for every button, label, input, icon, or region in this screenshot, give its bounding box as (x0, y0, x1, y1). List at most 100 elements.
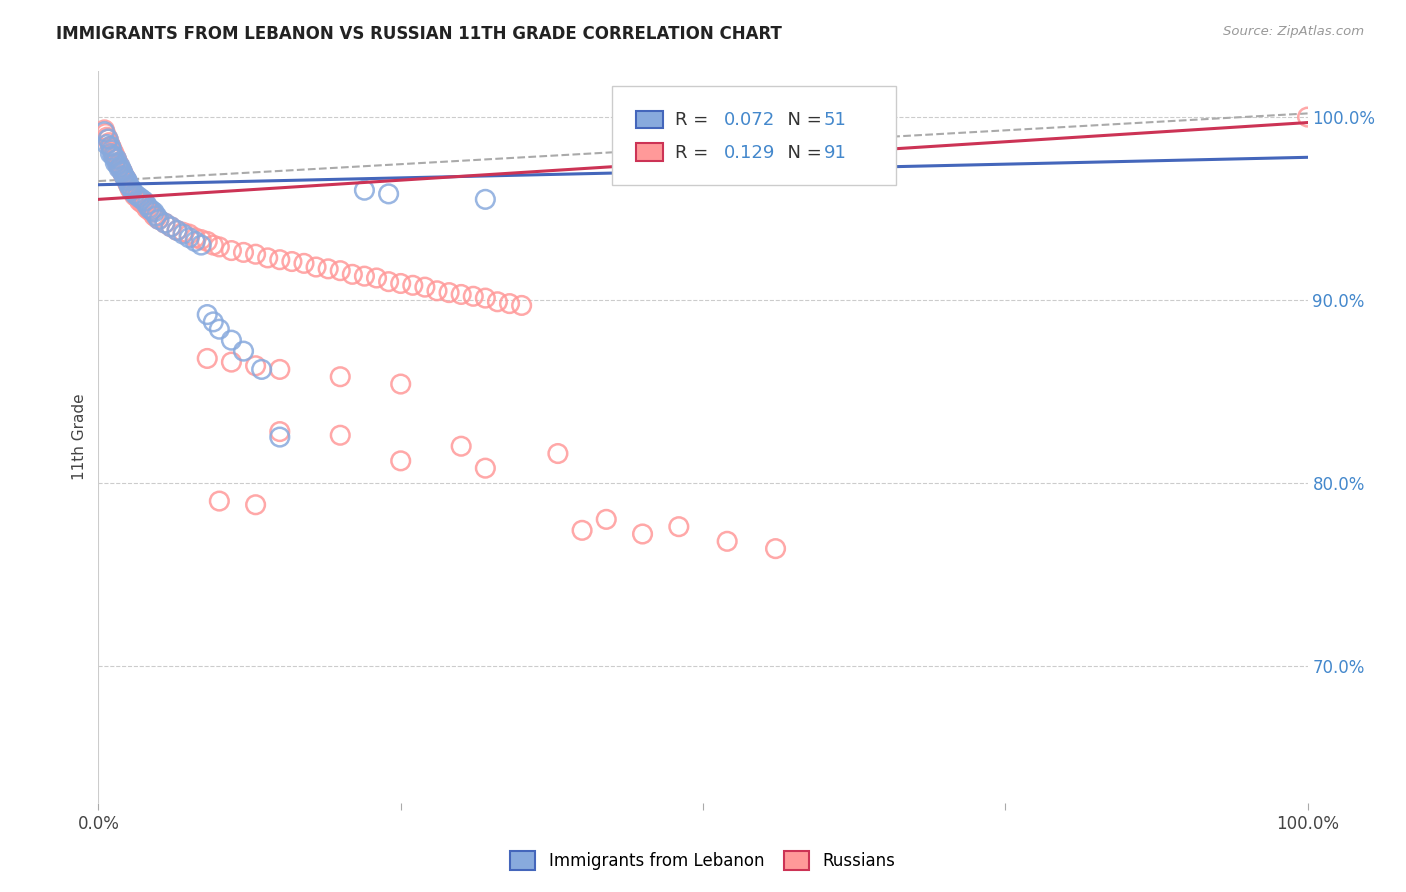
Point (118, 178, 141, 192)
Point (353, 183, 375, 197)
Point (138, 202, 160, 216)
Point (108, 160, 131, 174)
Point (111, 165, 134, 179)
Text: 91: 91 (824, 144, 846, 161)
Point (450, 287, 472, 301)
Legend: Immigrants from Lebanon, Russians: Immigrants from Lebanon, Russians (503, 844, 903, 877)
Point (571, 524, 593, 538)
Point (100, 143, 122, 157)
Point (101, 148, 124, 162)
Point (765, 541, 787, 556)
Y-axis label: 11th Grade: 11th Grade (72, 393, 87, 481)
Point (103, 146, 125, 161)
Point (190, 238, 212, 252)
Point (269, 430, 291, 444)
Point (166, 223, 188, 237)
Point (97, 132, 120, 146)
Point (342, 268, 364, 282)
Point (118, 179, 141, 194)
Point (101, 145, 124, 159)
Point (103, 150, 125, 164)
Point (329, 428, 352, 442)
Point (160, 219, 183, 234)
Point (1296, 110, 1319, 124)
Point (135, 198, 157, 212)
Point (138, 203, 160, 218)
Point (184, 231, 207, 245)
Point (104, 155, 127, 169)
Point (115, 172, 138, 186)
Point (93, 123, 115, 137)
Point (104, 150, 127, 164)
Point (208, 240, 231, 254)
Point (245, 498, 267, 512)
Point (120, 183, 142, 197)
Point (716, 534, 738, 549)
Point (329, 263, 352, 277)
Text: N =: N = (776, 112, 827, 129)
Point (474, 192, 496, 206)
Point (195, 235, 218, 249)
Point (148, 212, 170, 227)
Point (413, 280, 436, 294)
Point (124, 186, 146, 201)
Point (221, 244, 243, 258)
Point (121, 185, 143, 199)
Text: IMMIGRANTS FROM LEBANON VS RUSSIAN 11TH GRADE CORRELATION CHART: IMMIGRANTS FROM LEBANON VS RUSSIAN 11TH … (56, 25, 782, 43)
Text: R =: R = (675, 144, 714, 161)
Point (316, 261, 339, 276)
Point (329, 369, 352, 384)
Point (250, 362, 273, 376)
Point (486, 294, 509, 309)
Point (195, 308, 218, 322)
Point (172, 227, 194, 241)
Point (112, 169, 135, 183)
Point (105, 152, 128, 166)
Point (100, 139, 122, 153)
Point (179, 227, 201, 241)
Point (474, 461, 496, 475)
Point (98, 136, 121, 150)
Point (232, 344, 254, 359)
Point (377, 275, 399, 289)
Text: 51: 51 (824, 112, 846, 129)
Point (195, 351, 218, 366)
Point (127, 190, 149, 204)
Point (389, 454, 412, 468)
Point (134, 198, 156, 212)
Point (208, 494, 231, 508)
Point (115, 172, 138, 186)
Point (117, 176, 139, 190)
Point (105, 152, 128, 166)
Point (135, 202, 157, 216)
Point (117, 174, 139, 188)
Point (108, 161, 131, 176)
Point (166, 223, 188, 237)
Point (269, 252, 291, 267)
Point (172, 225, 194, 239)
Point (510, 298, 533, 312)
Point (389, 277, 412, 291)
Point (110, 163, 132, 178)
Point (595, 512, 617, 526)
Point (131, 192, 153, 206)
Point (111, 165, 134, 179)
Text: 0.072: 0.072 (724, 112, 775, 129)
Point (100, 141, 122, 155)
Point (221, 333, 243, 347)
Point (118, 181, 141, 195)
Point (353, 269, 375, 284)
Point (96, 130, 118, 145)
Point (100, 139, 122, 153)
FancyBboxPatch shape (637, 111, 664, 128)
Point (547, 446, 569, 460)
Point (127, 188, 149, 202)
Point (114, 170, 136, 185)
Point (160, 219, 183, 234)
Point (121, 183, 143, 197)
Point (118, 178, 141, 192)
Point (148, 212, 170, 227)
Point (474, 291, 496, 305)
Point (124, 188, 146, 202)
Point (245, 247, 267, 261)
